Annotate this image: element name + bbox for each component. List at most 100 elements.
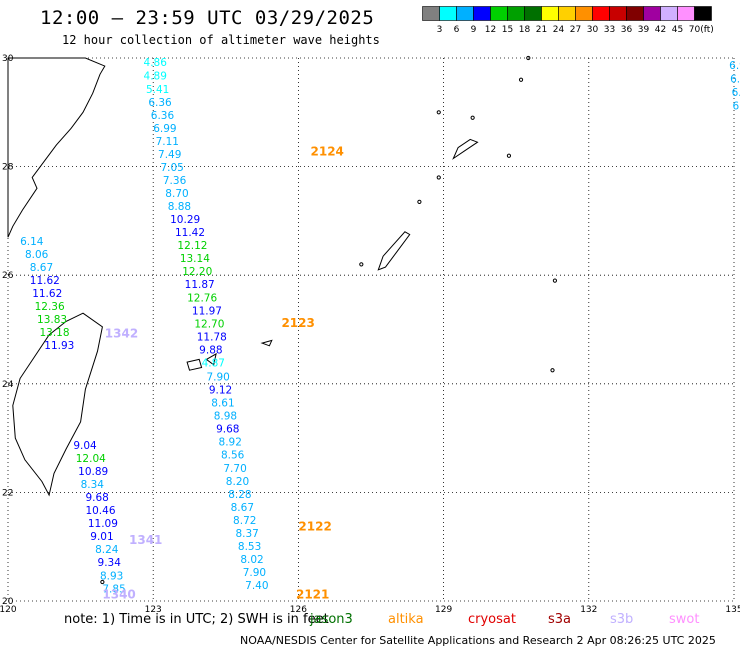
lon-tick-label: 129 <box>435 605 452 615</box>
lon-tick-label: 120 <box>0 605 17 615</box>
wave-height-label: 13.83 <box>37 314 67 326</box>
wave-height-label: 9.68 <box>85 492 108 504</box>
small-island <box>359 262 364 267</box>
wave-height-label: 9.68 <box>216 424 239 436</box>
wave-height-label: 12.20 <box>182 266 212 278</box>
small-island <box>550 368 555 373</box>
colorbar-tick-label: 6 <box>454 25 460 34</box>
lat-tick-label: 20 <box>2 597 14 607</box>
pass-labels: 2124 2123 1342 2122 1341 2121 1340 <box>102 145 344 602</box>
small-island <box>518 77 524 82</box>
satellite-legend-cryosat: cryosat <box>468 612 516 627</box>
iriomote-coast <box>186 358 203 371</box>
colorbar-swatch <box>626 6 644 21</box>
colorbar-tick-label: 42 <box>655 25 666 34</box>
wave-height-label: 8.98 <box>214 411 237 423</box>
wave-height-label: 6.99 <box>153 123 176 135</box>
small-island <box>552 278 558 283</box>
wave-height-label: 8.28 <box>228 489 251 501</box>
wave-height-label: 11.87 <box>185 279 215 291</box>
colorbar-tick-label: 36 <box>621 25 633 34</box>
wave-height-label: 6.36 <box>148 97 172 109</box>
page-title: 12:00 – 23:59 UTC 03/29/2025 <box>40 7 375 29</box>
lat-tick-label: 24 <box>2 380 14 390</box>
note-text: note: 1) Time is in UTC; 2) SWH is in fe… <box>64 612 329 627</box>
small-island <box>526 55 531 61</box>
pass-number-label: 2122 <box>298 519 331 533</box>
wave-height-label: 11.62 <box>32 288 62 300</box>
pass-number-label: 1342 <box>105 327 138 341</box>
wave-height-label: 7.90 <box>243 567 266 579</box>
wave-height-label: 12.12 <box>177 240 207 252</box>
colorbar-tick-label: 70 <box>689 25 701 34</box>
wave-height-label: 9.12 <box>209 385 232 397</box>
satellite-legend-s3a: s3a <box>548 612 572 627</box>
credit-text: NOAA/NESDIS Center for Satellite Applica… <box>240 634 716 647</box>
colorbar-tick-label: 27 <box>570 25 581 34</box>
wave-height-label: 9.34 <box>98 557 122 569</box>
wave-height-label: 11.93 <box>44 340 74 352</box>
wave-height-label: 11.97 <box>192 305 222 317</box>
small-island <box>417 199 422 204</box>
lon-tick-label: 135 <box>725 605 740 615</box>
pass-number-label: 1340 <box>102 587 135 601</box>
taiwan-coast <box>12 312 103 497</box>
colorbar-unit-label: (ft) <box>700 25 714 34</box>
wave-height-label: 8.24 <box>95 544 119 556</box>
colorbar-swatch <box>558 6 576 21</box>
okinawa-coast <box>377 231 411 271</box>
wave-height-label: 11.78 <box>197 331 227 343</box>
colorbar-tick-label: 18 <box>519 25 531 34</box>
colorbar-swatch <box>524 6 542 21</box>
pass-number-label: 2123 <box>281 316 314 330</box>
wave-height-label: 12.36 <box>35 301 65 313</box>
wave-height-label: 7.36 <box>163 175 187 187</box>
wave-height-label: 9.04 <box>73 440 97 452</box>
wave-height-label: 8.93 <box>100 570 123 582</box>
lat-tick-label: 22 <box>2 488 13 498</box>
wave-height-label: 8.53 <box>238 541 261 553</box>
page-subtitle: 12 hour collection of altimeter wave hei… <box>62 33 380 47</box>
wave-height-label: 11.09 <box>88 518 118 530</box>
lon-tick-label: 123 <box>145 605 162 615</box>
wave-height-label: 7.90 <box>206 372 229 384</box>
wave-height-label: 13.14 <box>180 253 210 265</box>
wave-height-label: 7.70 <box>223 463 246 475</box>
colorbar-tick-label: 33 <box>604 25 615 34</box>
colorbar-swatch <box>575 6 593 21</box>
colorbar-swatch <box>694 6 712 21</box>
coastlines <box>7 55 558 585</box>
wave-height-label: 8.88 <box>168 201 191 213</box>
lon-tick-label: 132 <box>580 605 597 615</box>
colorbar-tick-label: 45 <box>672 25 683 34</box>
wave-height-label: 11.42 <box>175 227 205 239</box>
wave-height-label: 4.86 <box>144 57 168 69</box>
colorbar-tick-label: 39 <box>638 25 650 34</box>
pass-number-label: 1341 <box>129 533 162 547</box>
pass-number-label: 2121 <box>296 587 329 601</box>
wave-height-label: 7.05 <box>160 162 183 174</box>
wave-height-label: 8.72 <box>233 515 256 527</box>
colorbar-swatch <box>643 6 661 21</box>
wave-height-label: 8.34 <box>81 479 105 491</box>
wave-height-label: 11.62 <box>30 275 60 287</box>
amami-coast <box>452 138 479 160</box>
wave-height-label: 6 <box>733 101 740 113</box>
wave-height-label: 9.01 <box>90 531 113 543</box>
wave-height-label: 8.92 <box>219 437 242 449</box>
colorbar-swatch <box>507 6 525 21</box>
small-island <box>436 175 441 180</box>
wave-height-label: 7.11 <box>156 136 179 148</box>
miyako-coast <box>260 339 273 347</box>
wave-height-label: 13.18 <box>39 327 69 339</box>
colorbar-swatch <box>609 6 627 21</box>
colorbar-tick-label: 12 <box>485 25 496 34</box>
wave-height-label: 7.40 <box>245 580 268 592</box>
ishigaki-coast <box>205 352 217 366</box>
small-island <box>506 153 512 158</box>
lon-tick-label: 126 <box>290 605 307 615</box>
wave-height-label: 8.56 <box>221 450 245 462</box>
colorbar-legend: 3 6 9 12 15 18 21 24 27 30 33 36 39 42 45 70 (ft) <box>422 6 714 34</box>
colorbar-tick-label: 9 <box>471 25 477 34</box>
